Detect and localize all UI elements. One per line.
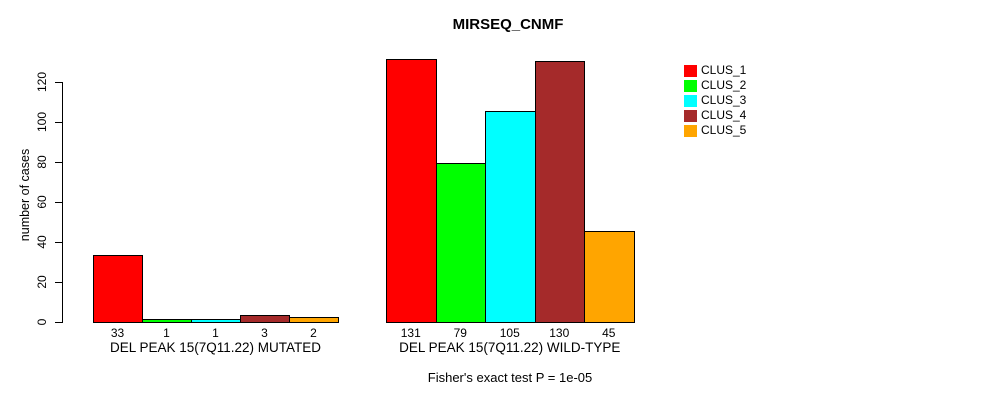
bar-cluster-1 — [93, 255, 143, 323]
y-axis-tick-mark — [55, 122, 62, 123]
bar-cluster-4 — [240, 315, 290, 323]
legend-swatch — [684, 80, 697, 92]
chart-title: MIRSEQ_CNMF — [452, 16, 564, 33]
y-axis-tick-mark — [55, 162, 62, 163]
bar-value-label: 1 — [212, 326, 219, 340]
legend-swatch — [684, 125, 697, 137]
legend-label: CLUS_4 — [701, 108, 747, 122]
bar-value-label: 105 — [499, 326, 520, 340]
bar-cluster-3 — [485, 111, 536, 323]
y-axis-tick-mark — [55, 202, 62, 203]
legend-swatch — [684, 110, 697, 122]
bar-cluster-2 — [142, 319, 192, 323]
y-axis-tick-label: 120 — [35, 71, 49, 93]
bar-value-label: 131 — [400, 326, 421, 340]
bar-value-label: 130 — [549, 326, 570, 340]
bar-value-label: 2 — [310, 326, 317, 340]
legend-label: CLUS_3 — [701, 93, 747, 107]
bar-cluster-2 — [435, 163, 486, 323]
bar-value-label: 33 — [110, 326, 125, 340]
bar-value-label: 1 — [163, 326, 170, 340]
legend-swatch — [684, 65, 697, 77]
y-axis-tick-label: 60 — [35, 195, 49, 209]
bar-value-label: 3 — [261, 326, 268, 340]
y-axis-tick-mark — [55, 82, 62, 83]
bar-value-label: 79 — [453, 326, 467, 340]
bar-cluster-4 — [534, 61, 585, 323]
group-axis-label: DEL PEAK 15(7Q11.22) WILD-TYPE — [399, 340, 621, 355]
y-axis-label: number of cases — [18, 148, 32, 242]
bar-value-label: 45 — [602, 326, 616, 340]
y-axis-tick-label: 80 — [35, 155, 49, 169]
y-axis-tick-label: 100 — [35, 111, 49, 133]
bar-cluster-5 — [584, 231, 635, 323]
y-axis-tick-label: 40 — [35, 235, 49, 249]
bar-cluster-1 — [386, 59, 437, 323]
legend-label: CLUS_5 — [701, 123, 747, 137]
bar-cluster-5 — [289, 317, 339, 323]
legend-label: CLUS_2 — [701, 78, 747, 92]
legend-label: CLUS_1 — [701, 63, 747, 77]
group-axis-label: DEL PEAK 15(7Q11.22) MUTATED — [109, 340, 322, 355]
y-axis-tick-mark — [55, 322, 62, 323]
fisher-test-annotation: Fisher's exact test P = 1e-05 — [427, 370, 593, 385]
y-axis-line — [62, 82, 63, 323]
legend-swatch — [684, 95, 697, 107]
bar-cluster-3 — [191, 319, 241, 323]
y-axis-tick-mark — [55, 282, 62, 283]
y-axis-tick-label: 0 — [35, 318, 49, 326]
y-axis-tick-mark — [55, 242, 62, 243]
y-axis-tick-label: 20 — [35, 275, 49, 289]
